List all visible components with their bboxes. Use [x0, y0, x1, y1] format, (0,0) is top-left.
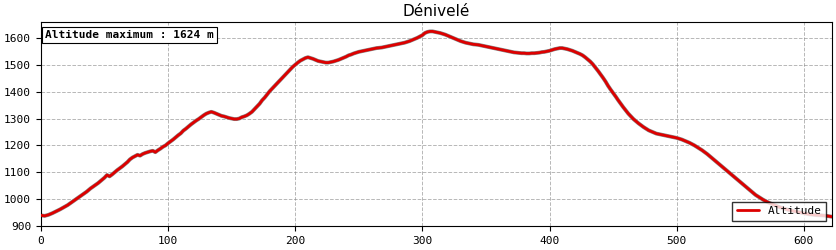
Altitude [425, 30, 435, 33]
Altitude [36, 214, 46, 217]
Altitude [390, 43, 400, 46]
Line: Altitude: Altitude [41, 32, 832, 217]
Altitude [364, 48, 374, 51]
Legend: Altitude: Altitude [732, 202, 826, 220]
Altitude [659, 134, 669, 137]
Text: Altitude maximum : 1624 m: Altitude maximum : 1624 m [45, 30, 213, 40]
Altitude [827, 215, 836, 218]
Altitude [702, 152, 712, 156]
Altitude [766, 202, 776, 205]
Altitude [580, 56, 590, 59]
Title: Dénivelé: Dénivelé [403, 4, 470, 19]
